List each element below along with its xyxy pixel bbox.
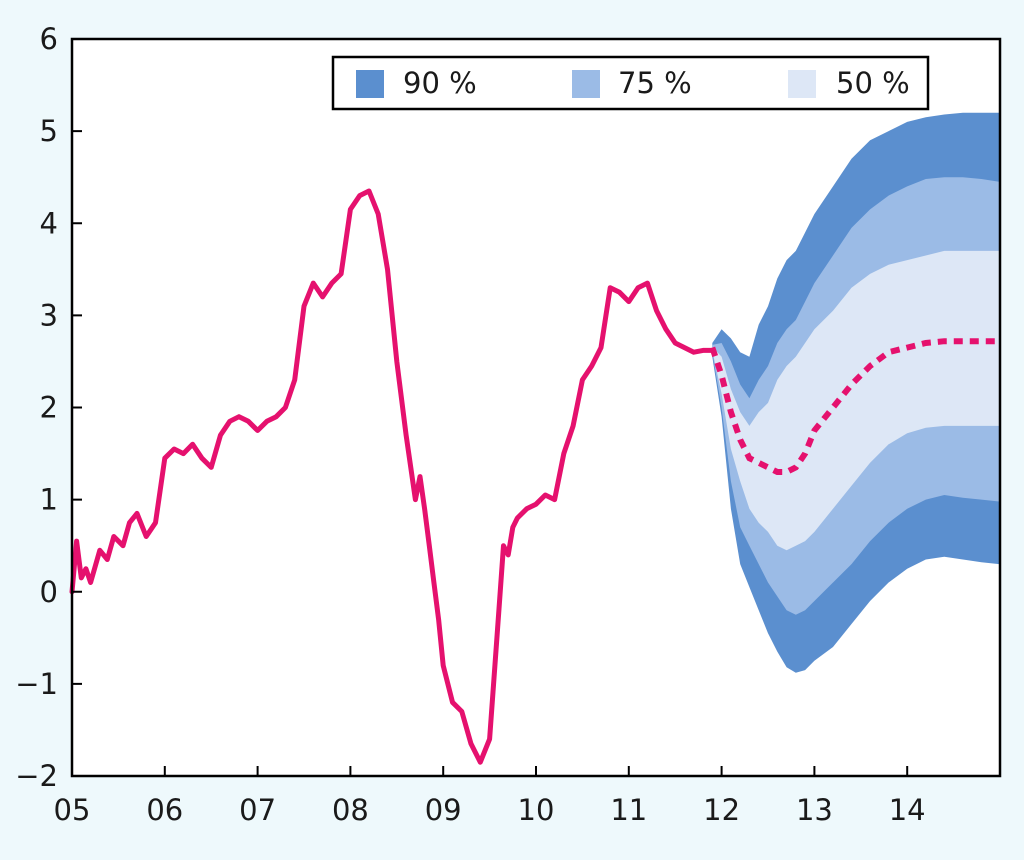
series-lines <box>69 188 1000 765</box>
y-tick-label: 6 <box>40 22 58 56</box>
legend-label-75: 75 % <box>618 66 692 100</box>
legend-box <box>331 55 930 111</box>
x-tick-label: 09 <box>425 793 462 827</box>
x-tick-label: 10 <box>518 793 555 827</box>
legend-label-50: 50 % <box>836 66 910 100</box>
x-axis: 05 06 07 08 09 10 11 12 13 14 <box>54 766 926 827</box>
y-axis: 6 5 4 3 2 1 0 −1 −2 <box>15 22 82 793</box>
band-50 <box>712 250 1000 551</box>
y-tick-label: 5 <box>40 114 58 148</box>
y-tick-label: −1 <box>15 667 58 701</box>
y-tick-label: 1 <box>40 483 58 517</box>
actual-line <box>69 188 715 765</box>
y-tick-label: 4 <box>40 206 58 240</box>
y-tick-label: 0 <box>40 575 58 609</box>
x-tick-label: 11 <box>610 793 647 827</box>
legend-swatch-50 <box>788 70 816 98</box>
y-tick-label: 3 <box>40 298 58 332</box>
x-tick-label: 07 <box>239 793 276 827</box>
forecast-line <box>709 338 1000 475</box>
legend-swatch-75 <box>572 70 600 98</box>
legend: 90 % 75 % 50 % <box>331 55 930 111</box>
legend-label-90: 90 % <box>403 66 477 100</box>
x-tick-label: 05 <box>54 793 91 827</box>
x-tick-label: 08 <box>332 793 369 827</box>
x-tick-label: 12 <box>703 793 740 827</box>
x-tick-label: 06 <box>146 793 183 827</box>
x-tick-label: 13 <box>796 793 833 827</box>
y-tick-label: −2 <box>15 759 58 793</box>
x-tick-label: 14 <box>889 793 926 827</box>
y-tick-label: 2 <box>40 391 58 425</box>
legend-swatch-90 <box>356 70 384 98</box>
fan-bands <box>712 112 1000 673</box>
